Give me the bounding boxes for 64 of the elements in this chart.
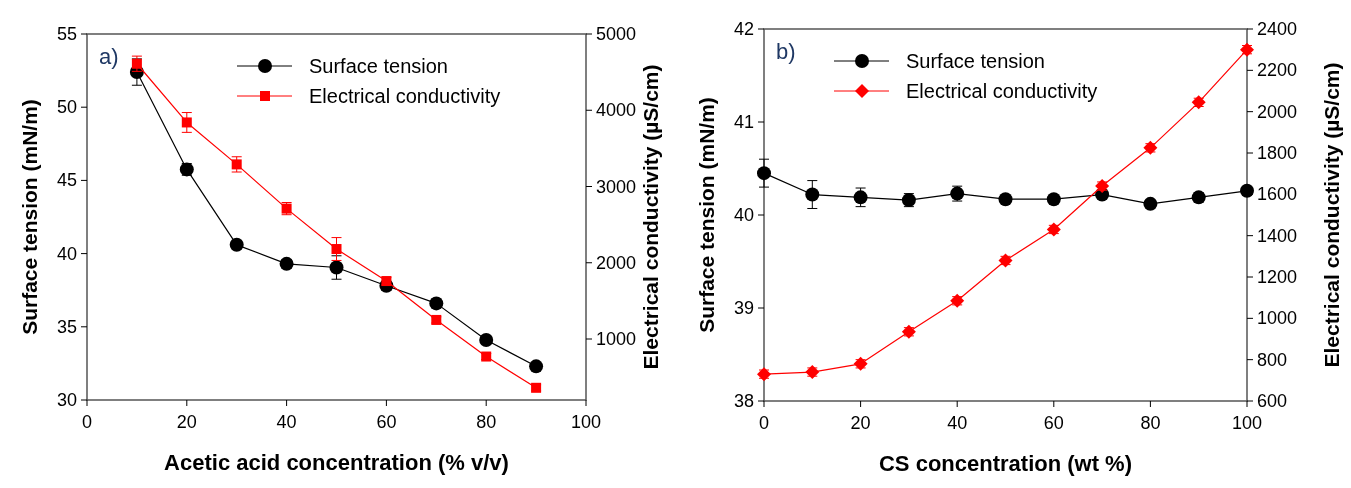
point (1046, 192, 1061, 207)
y-axis-title: Surface tension (mN/m) (695, 97, 718, 333)
y2-tick-label: 2000 (596, 252, 637, 273)
x-tick-label: 100 (1231, 413, 1263, 433)
y-tick-label: 50 (56, 97, 77, 118)
y2-tick-label: 1000 (1257, 308, 1298, 329)
x-axis-title: Acetic acid concentration (% v/v) (164, 450, 509, 475)
y2-tick-label: 4000 (596, 100, 637, 121)
y2-tick-label: 2000 (1257, 101, 1298, 122)
x-tick-label: 20 (850, 413, 871, 433)
point (331, 244, 342, 255)
legend-label: Surface tension (309, 55, 448, 77)
x-tick-label: 60 (1043, 413, 1064, 433)
y-axis-title: Surface tension (mN/m) (18, 99, 41, 335)
point (529, 359, 544, 374)
point (1240, 183, 1254, 198)
point (805, 187, 820, 202)
y2-tick-label: 1600 (1257, 184, 1298, 205)
y2-axis-title: Electrical conductivity (µS/cm) (1320, 62, 1343, 368)
annotation: b) (776, 39, 796, 64)
y2-tick-label: 1000 (596, 329, 637, 349)
y-tick-label: 55 (56, 24, 77, 44)
y-tick-label: 42 (733, 19, 754, 39)
y2-axis-title: Electrical conductivity (µS/cm) (639, 64, 662, 370)
y-tick-label: 40 (733, 205, 754, 225)
y-tick-label: 38 (733, 391, 754, 411)
point (757, 166, 771, 181)
y2-tick-label: 1200 (1257, 267, 1298, 287)
annotation: a) (99, 44, 119, 69)
legend-label: Electrical conductivity (309, 85, 501, 107)
legend-label: Surface tension (906, 50, 1045, 72)
y-tick-label: 39 (733, 298, 754, 318)
point (1240, 42, 1254, 57)
y2-tick-label: 1400 (1257, 225, 1298, 246)
x-tick-label: 100 (570, 412, 602, 432)
y2-tick-label: 5000 (596, 24, 637, 44)
x-tick-label: 80 (476, 412, 497, 432)
y-tick-label: 41 (733, 112, 754, 132)
legend-label: Electrical conductivity (906, 80, 1098, 102)
y2-tick-label: 600 (1257, 391, 1288, 411)
point (329, 260, 344, 275)
y2-tick-label: 3000 (596, 176, 637, 197)
y-tick-label: 30 (56, 390, 77, 410)
y-tick-label: 45 (56, 170, 77, 191)
point (998, 192, 1013, 207)
point (479, 332, 494, 347)
x-axis-title: CS concentration (wt %) (878, 451, 1133, 476)
point (757, 367, 771, 382)
y2-tick-label: 2200 (1257, 60, 1298, 81)
x-tick-label: 40 (276, 412, 297, 432)
point (1143, 196, 1158, 211)
y-tick-label: 40 (56, 243, 77, 264)
point (229, 237, 244, 252)
x-tick-label: 40 (947, 413, 968, 433)
y2-tick-label: 2400 (1257, 19, 1298, 39)
y2-tick-label: 1800 (1257, 143, 1298, 163)
x-tick-label: 0 (758, 413, 770, 433)
y2-tick-label: 800 (1257, 349, 1288, 370)
x-tick-label: 80 (1140, 413, 1161, 433)
y-tick-label: 35 (56, 316, 77, 337)
x-tick-label: 60 (376, 412, 397, 432)
point (181, 117, 192, 128)
x-tick-label: 0 (81, 412, 93, 432)
x-tick-label: 20 (176, 412, 197, 432)
